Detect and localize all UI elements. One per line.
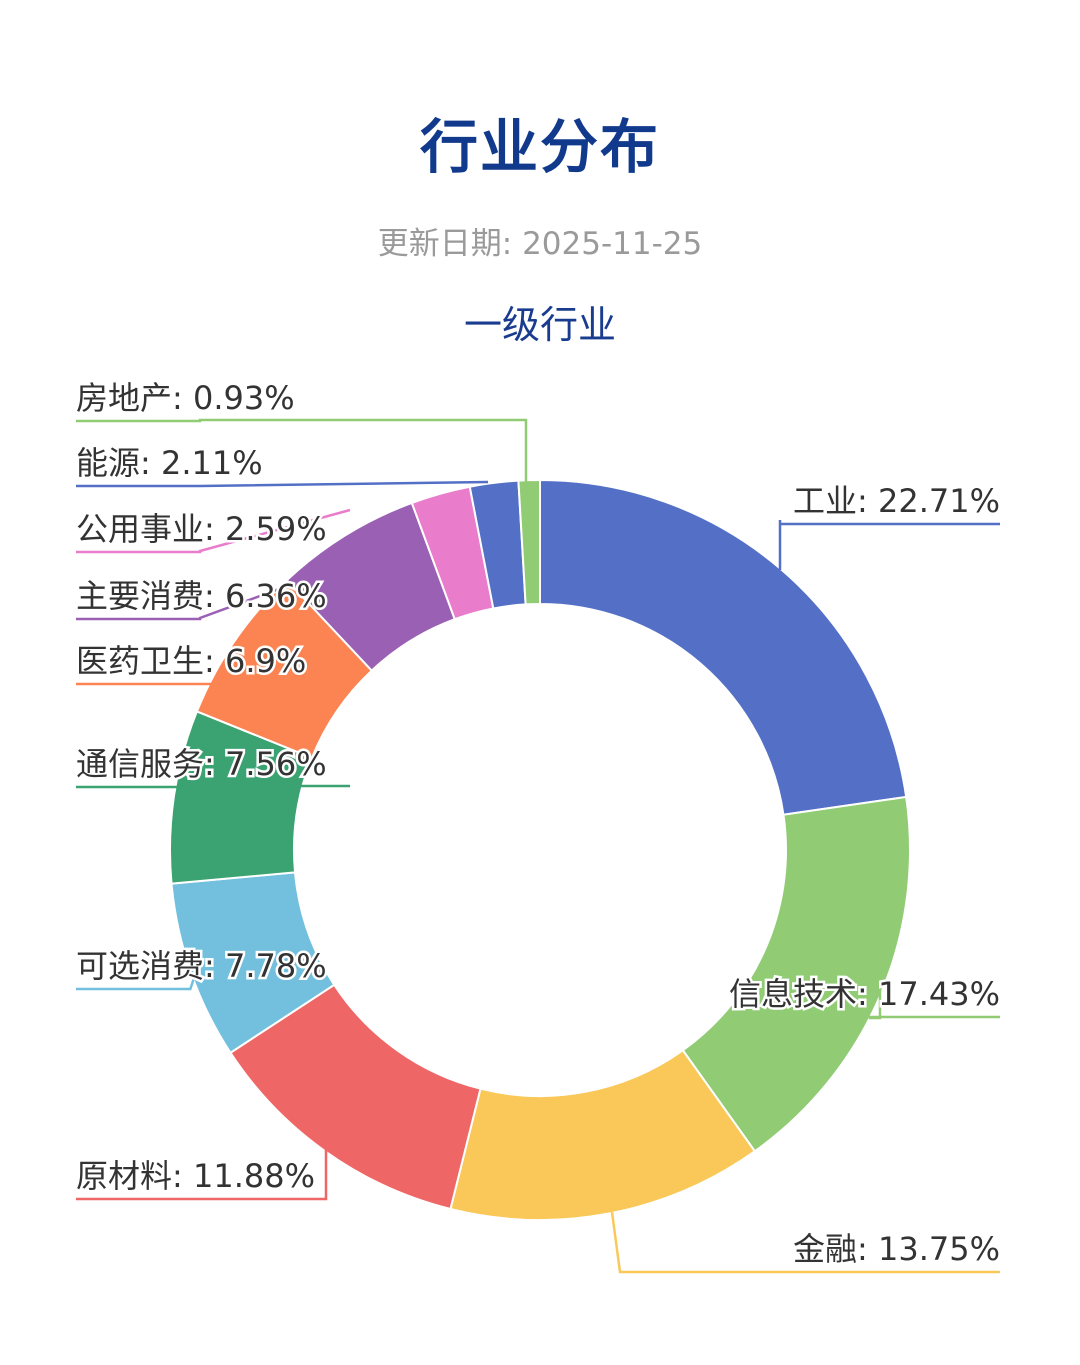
slice-4-leader-line — [76, 1148, 328, 1201]
slice-9-label-name: 公用事业 — [76, 510, 204, 548]
slice-6-leader-line — [76, 784, 350, 789]
slice-11-label-value: 0.93% — [193, 379, 295, 417]
slice-8-label-value: 6.36% — [225, 577, 327, 615]
slice-8-label: 主要消费: 6.36% — [76, 577, 327, 615]
slice-7-label-value: 6.9% — [225, 642, 306, 680]
slice-4-label-value: 11.88% — [193, 1157, 315, 1195]
slice-5-label-separator: : — [204, 947, 225, 985]
update-date-value: 2025-11-25 — [522, 226, 703, 262]
slice-2-label: 信息技术: 17.43% — [729, 975, 1000, 1013]
update-date-label: 更新日期: — [377, 226, 513, 262]
slice-10-leader-line — [76, 480, 489, 488]
slice-1-label-name: 工业 — [793, 482, 857, 520]
slice-1-label-separator: : — [857, 482, 878, 520]
slice-2-label-value: 17.43% — [878, 975, 1000, 1013]
slice-5-label: 可选消费: 7.78% — [76, 947, 327, 985]
slice-1-leader-line — [778, 520, 1000, 570]
slice-10-label-name: 能源 — [76, 444, 140, 482]
slice-4-label: 原材料: 11.88% — [76, 1157, 315, 1195]
slice-3-label-name: 金融 — [793, 1230, 857, 1268]
slice-5-label-value: 7.78% — [225, 947, 327, 985]
leader-lines-layer — [76, 418, 1000, 1274]
slice-9-label-value: 2.59% — [225, 510, 327, 548]
slices-layer — [169, 478, 911, 1221]
slice-10-label-value: 2.11% — [161, 444, 263, 482]
slice-11-label: 房地产: 0.93% — [76, 379, 295, 417]
slice-11-label-separator: : — [172, 379, 193, 417]
slice-3-leader-line — [610, 1211, 1000, 1274]
slice-4-label-separator: : — [172, 1157, 193, 1195]
slice-2-label-name: 信息技术 — [729, 975, 857, 1013]
slice-10-label-separator: : — [140, 444, 161, 482]
labels-layer: 工业: 22.71% 信息技术: 17.43% 金融: 13.75% 原材料: 11.… — [74, 377, 1003, 1271]
slice-7-label: 医药卫生: 6.9% — [76, 642, 306, 680]
slice-9-leader-line — [76, 508, 351, 554]
slice-3-label-value: 13.75% — [878, 1230, 1000, 1268]
slice-7-label-name: 医药卫生 — [76, 642, 204, 680]
slice-9-label: 公用事业: 2.59% — [76, 510, 327, 548]
slice-8-leader-line — [76, 583, 291, 621]
slice-6-label-name: 通信服务 — [76, 745, 204, 783]
slice-5-label-name: 可选消费 — [76, 947, 204, 985]
slice-7-label-separator: : — [204, 642, 225, 680]
slice-9-label-separator: : — [204, 510, 225, 548]
slice-1-label: 工业: 22.71% — [793, 482, 1000, 520]
slice-4-label-name: 原材料 — [76, 1157, 172, 1195]
slice-2-wedge[interactable] — [681, 795, 911, 1153]
slice-3-label: 金融: 13.75% — [793, 1230, 1000, 1268]
slice-1-label-value: 22.71% — [878, 482, 1000, 520]
slice-6-label-separator: : — [204, 745, 225, 783]
chart-title: 一级行业 — [464, 303, 616, 347]
slice-11-leader-line — [76, 418, 528, 482]
slice-2-label-separator: : — [857, 975, 878, 1013]
slice-1-wedge[interactable] — [539, 478, 908, 816]
slice-10-label: 能源: 2.11% — [76, 444, 263, 482]
slice-6-label-value: 7.56% — [225, 745, 327, 783]
slice-2-leader-line — [868, 985, 1000, 1020]
page-title: 行业分布 — [419, 113, 660, 181]
slice-8-label-name: 主要消费 — [76, 577, 204, 615]
slice-3-label-separator: : — [857, 1230, 878, 1268]
slice-11-label-name: 房地产 — [76, 379, 172, 417]
slice-6-label: 通信服务: 7.56% — [76, 745, 327, 783]
update-date-line: 更新日期: 2025-11-25 — [0, 218, 1080, 263]
slice-8-label-separator: : — [204, 577, 225, 615]
slice-5-leader-line — [76, 959, 202, 991]
